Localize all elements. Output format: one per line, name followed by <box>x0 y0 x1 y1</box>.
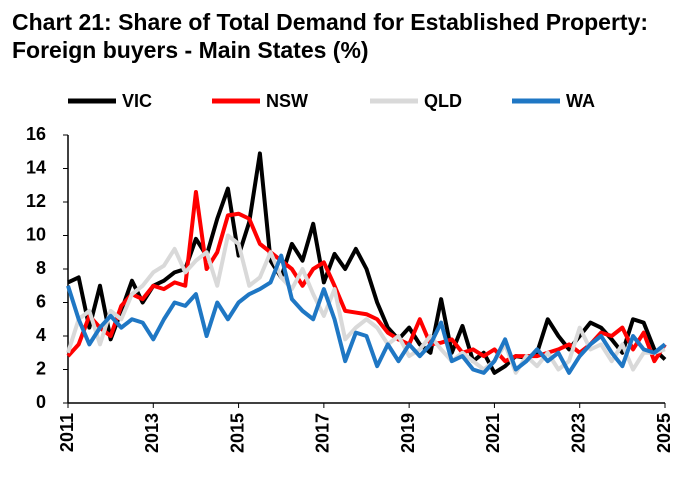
chart-title: Chart 21: Share of Total Demand for Esta… <box>12 9 649 63</box>
x-tick-label: 2011 <box>57 413 77 452</box>
y-tick-label: 12 <box>26 191 46 211</box>
y-tick-label: 10 <box>26 224 46 244</box>
y-tick-label: 8 <box>36 258 46 278</box>
series-line <box>66 189 667 364</box>
x-tick-label: 2023 <box>568 413 588 453</box>
x-tick-label: 2019 <box>398 413 418 453</box>
legend-label: QLD <box>424 91 462 111</box>
x-tick-label: 2017 <box>313 413 333 453</box>
y-tick-label: 16 <box>26 124 46 144</box>
x-tick-label: 2025 <box>654 413 674 453</box>
series-line <box>66 253 667 375</box>
x-tick-label: 2015 <box>227 413 247 453</box>
x-tick-label: 2013 <box>142 413 162 453</box>
y-tick-label: 6 <box>36 291 46 311</box>
y-tick-label: 4 <box>36 325 46 345</box>
y-tick-label: 0 <box>36 392 46 412</box>
x-tick-label: 2021 <box>483 413 503 453</box>
legend-label: NSW <box>266 91 308 111</box>
y-tick-label: 14 <box>26 157 46 177</box>
y-tick-label: 2 <box>36 358 46 378</box>
series-line <box>66 233 666 375</box>
legend-label: VIC <box>122 91 152 111</box>
legend-label: WA <box>566 91 595 111</box>
